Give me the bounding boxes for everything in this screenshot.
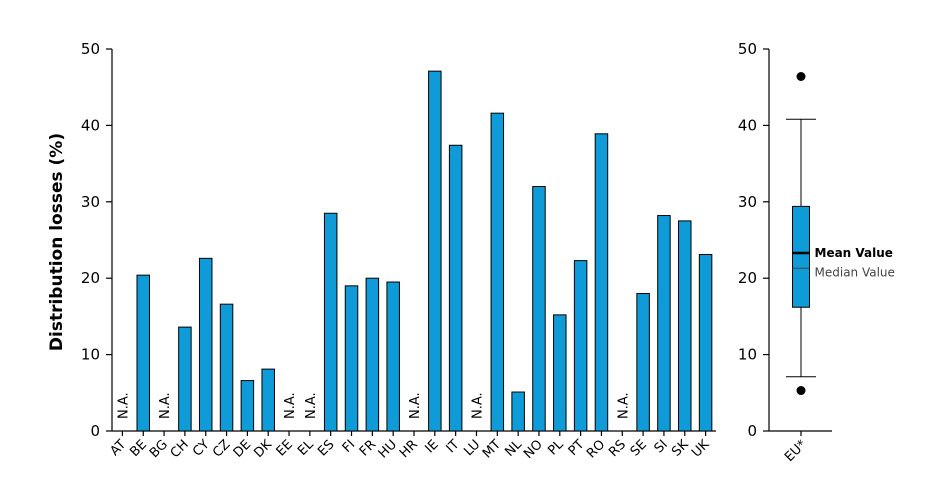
bar-no [532, 186, 546, 432]
na-label: N.A. [470, 392, 485, 419]
x-tick-label: LU [461, 437, 483, 459]
bar-uk [698, 254, 713, 432]
bar-ch [178, 326, 192, 432]
box-y-tick-label: 10 [738, 346, 757, 364]
na-label: N.A. [304, 392, 319, 419]
x-tick-label: IT [444, 437, 463, 456]
x-tick-label: RO [584, 437, 608, 461]
bar-ro [594, 133, 609, 432]
bar-fi [344, 285, 359, 432]
x-tick-label: DK [251, 437, 275, 461]
x-tick-label: EL [295, 437, 317, 459]
outlier-point [796, 72, 806, 82]
box-y-tick-label: 40 [738, 116, 757, 134]
x-tick-label: PT [566, 437, 588, 459]
x-tick-label: FR [357, 437, 379, 459]
bar-si [657, 215, 671, 432]
x-tick-label: PL [545, 437, 567, 459]
x-tick-label: SI [652, 437, 671, 456]
x-tick-label: NO [521, 437, 546, 462]
y-tick-label: 0 [90, 422, 100, 440]
bar-cz [219, 303, 234, 432]
x-tick-label: SE [628, 437, 650, 459]
bar-mt [490, 112, 505, 432]
bar-be [136, 274, 150, 432]
box-x-tick-label: EU* [782, 437, 810, 465]
bar-es [323, 212, 338, 432]
na-label: N.A. [116, 392, 131, 419]
bar-se [636, 292, 650, 432]
mean-value-label: Mean Value [815, 246, 893, 260]
box-y-tick-label: 0 [747, 422, 757, 440]
box-y-tick-label: 30 [738, 193, 757, 211]
bar-fr [365, 277, 380, 432]
iqr-box [792, 205, 810, 308]
y-tick-label: 40 [81, 116, 100, 134]
x-tick-label: HR [397, 437, 421, 461]
y-tick-label: 10 [81, 346, 100, 364]
bar-nl [511, 391, 525, 432]
y-axis-label: Distribution losses (%) [47, 133, 67, 351]
bar-sk [678, 220, 692, 432]
bar-pt [573, 260, 588, 432]
x-tick-label: FI [340, 437, 359, 456]
x-tick-label: MT [480, 437, 504, 461]
na-label: N.A. [158, 392, 173, 419]
x-tick-label: AT [107, 437, 129, 459]
x-tick-label: CZ [210, 437, 233, 460]
box-y-tick-label: 20 [738, 269, 757, 287]
y-tick-label: 30 [81, 193, 100, 211]
bar-ie [428, 70, 442, 432]
x-tick-label: IE [423, 437, 442, 456]
na-label: N.A. [408, 392, 423, 419]
bar-de [240, 380, 255, 432]
x-tick-label: NL [502, 437, 525, 460]
x-tick-label: RS [606, 437, 629, 460]
x-tick-label: CH [168, 437, 192, 461]
outlier-point [796, 386, 806, 396]
x-tick-label: EE [274, 437, 296, 459]
eu-box-plot: 0 10 20 30 40 50 Mean Value Median Value EU* [738, 40, 895, 465]
x-tick-label: HU [376, 437, 400, 461]
x-tick-label: BG [147, 437, 171, 461]
x-tick-label: DE [231, 437, 255, 461]
y-tick-label: 50 [81, 40, 100, 58]
median-value-label: Median Value [815, 265, 895, 279]
bar-dk [261, 368, 275, 432]
y-tick-label: 20 [81, 269, 100, 287]
na-label: N.A. [616, 392, 631, 419]
x-tick-label: UK [689, 437, 713, 461]
bar-pl [553, 314, 567, 432]
x-tick-label: SK [669, 437, 692, 460]
x-tick-label: ES [315, 437, 337, 459]
bar-cy [198, 257, 213, 432]
x-tick-label: BE [127, 437, 150, 460]
bar-hu [386, 281, 400, 432]
box-y-tick-label: 50 [738, 40, 757, 58]
x-tick-label: CY [190, 437, 213, 460]
bar-it [448, 144, 463, 432]
na-label: N.A. [283, 392, 298, 419]
